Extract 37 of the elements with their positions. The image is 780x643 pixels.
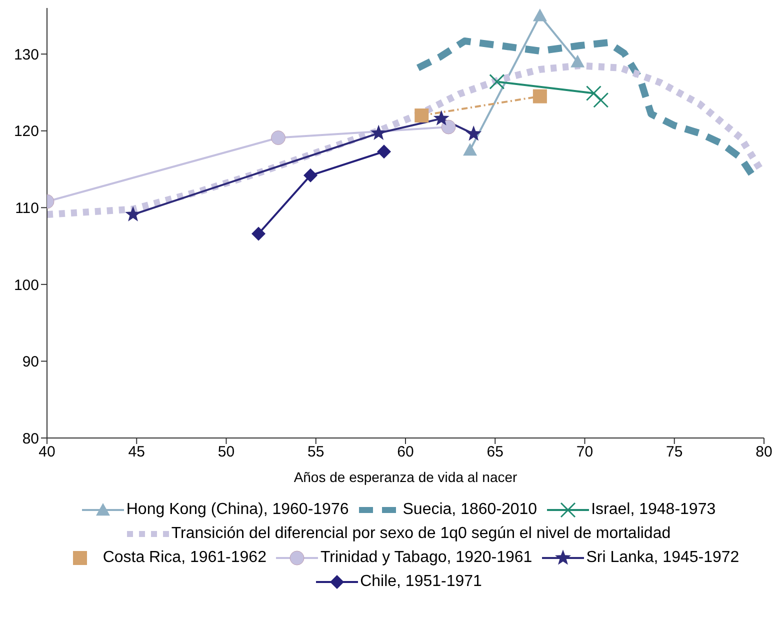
y-tick-label: 100 xyxy=(14,276,39,294)
legend-label: Israel, 1948-1973 xyxy=(591,501,716,519)
x-tick-label: 80 xyxy=(756,444,772,461)
point xyxy=(270,130,286,146)
legend-label: Suecia, 1860-2010 xyxy=(402,501,538,519)
point xyxy=(463,143,478,156)
x-tick-label: 75 xyxy=(666,444,683,461)
y-tick-label: 120 xyxy=(14,123,39,140)
y-tick-label: 130 xyxy=(14,46,39,64)
x-tick-label: 60 xyxy=(397,444,414,461)
x-tick-label: 65 xyxy=(486,444,504,461)
point xyxy=(414,108,429,122)
x-tick-label: 70 xyxy=(576,444,594,461)
x-tick-label: 50 xyxy=(218,444,235,461)
legend-label: Sri Lanka, 1945-1972 xyxy=(586,549,740,567)
legend-label: Chile, 1951-1971 xyxy=(360,573,482,591)
y-tick-label: 110 xyxy=(15,200,39,217)
point xyxy=(532,89,547,104)
x-tick-label: 45 xyxy=(128,444,145,461)
legend-label: Costa Rica, 1961-1962 xyxy=(102,549,266,567)
point xyxy=(441,120,456,134)
x-tick-label: 40 xyxy=(38,444,56,461)
legend-label: Hong Kong (China), 1960-1976 xyxy=(126,501,349,519)
x-tick-label: 55 xyxy=(308,444,324,461)
point xyxy=(370,124,387,140)
point xyxy=(252,226,266,241)
point xyxy=(466,126,482,141)
y-tick-label: 80 xyxy=(22,430,39,448)
y-tick-label: 90 xyxy=(22,354,39,371)
legend-label: Trinidad y Tabago, 1920-1961 xyxy=(320,549,532,567)
point xyxy=(570,54,585,68)
point xyxy=(532,8,547,22)
x-axis-title: Años de esperanza de vida al nacer xyxy=(294,469,518,485)
point xyxy=(376,144,391,159)
point xyxy=(303,168,318,182)
point xyxy=(433,110,450,126)
legend-label: Transición del diferencial por sexo de 1q0 según el nivel de mortalidad xyxy=(171,525,671,543)
